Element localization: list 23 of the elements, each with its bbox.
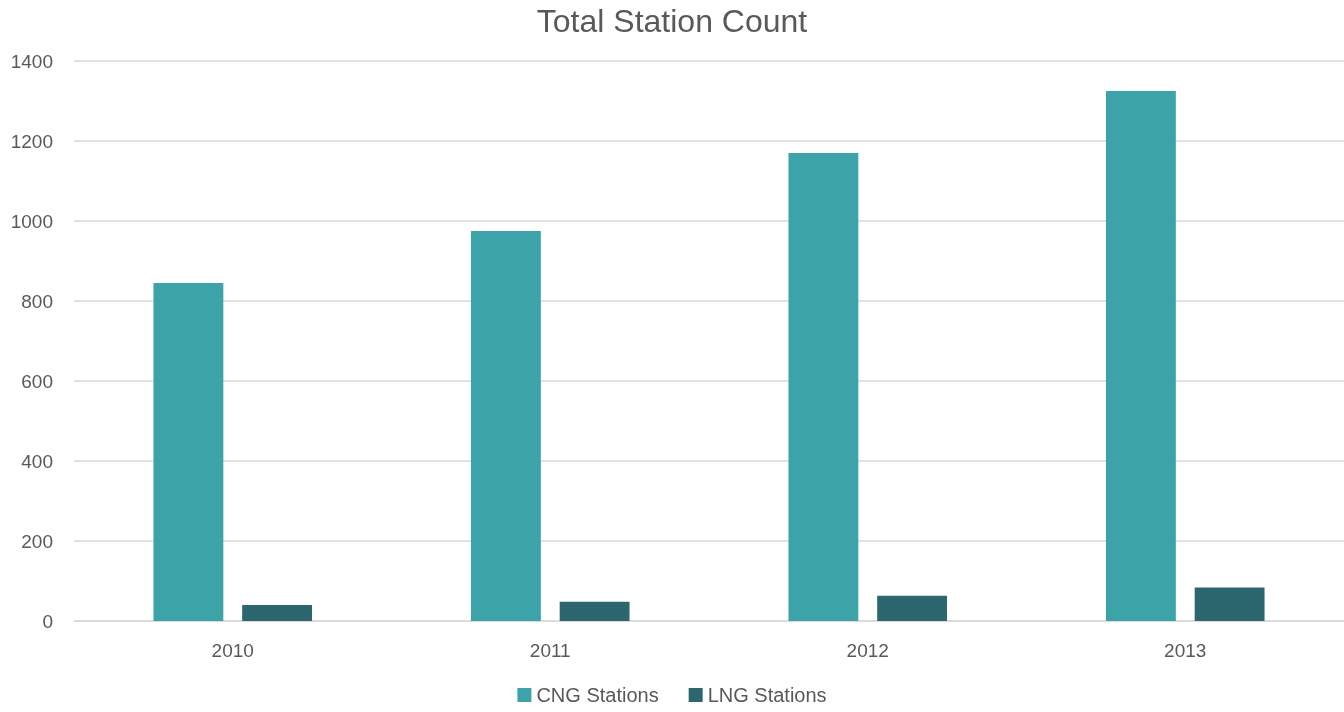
y-tick-label: 1200: [10, 130, 53, 152]
bar: [470, 231, 541, 621]
y-tick-label: 1400: [10, 50, 53, 72]
bar: [1194, 587, 1265, 621]
bar: [242, 605, 313, 621]
y-tick-label: 400: [21, 450, 53, 472]
y-tick-label: 800: [21, 290, 53, 312]
x-tick-label: 2013: [1164, 640, 1207, 661]
y-tick-label: 0: [42, 610, 53, 632]
x-tick-label: 2010: [211, 640, 254, 661]
x-tick-label: 2011: [529, 640, 571, 661]
bar: [559, 601, 630, 621]
x-tick-label: 2012: [846, 640, 889, 661]
legend-label: LNG Stations: [707, 684, 827, 706]
y-tick-label: 1000: [10, 210, 53, 232]
y-tick-label: 600: [21, 370, 53, 392]
bar: [788, 153, 859, 621]
y-tick-label: 200: [21, 530, 53, 552]
bar: [153, 283, 224, 621]
chart-title: Total Station Count: [536, 3, 808, 39]
legend-label: CNG Stations: [536, 684, 659, 706]
bar: [877, 595, 948, 621]
bar: [1105, 91, 1176, 621]
